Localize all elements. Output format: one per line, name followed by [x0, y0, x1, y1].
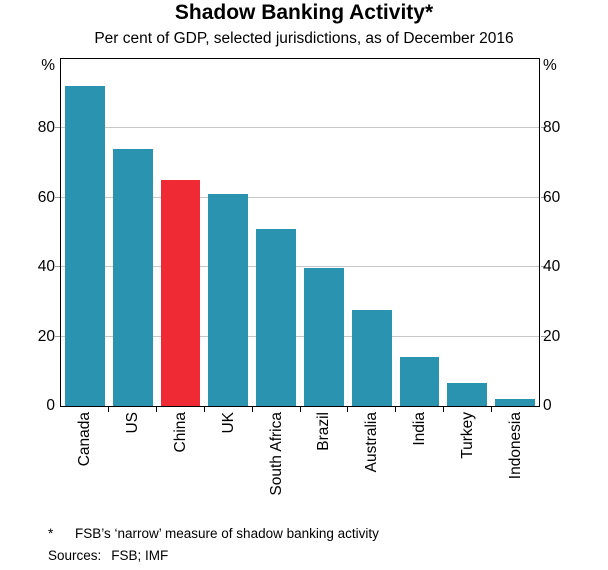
x-axis-tick-3: [203, 407, 205, 412]
x-label-indonesia: Indonesia: [506, 412, 524, 480]
x-axis-tick-7: [395, 407, 397, 412]
x-label-india: India: [411, 412, 428, 446]
gridline-20: [61, 335, 539, 337]
footnote-text: FSB’s ‘narrow’ measure of shadow banking…: [75, 526, 379, 541]
right-axis-tick-60: [540, 196, 546, 198]
x-label-us: US: [124, 412, 142, 434]
bar-uk: [208, 193, 249, 406]
bar-indonesia: [495, 398, 535, 406]
y-tick-label-right-0: 0: [543, 397, 552, 414]
y-tick-label-right-40: 40: [543, 258, 561, 276]
sources-label: Sources:: [48, 548, 102, 563]
y-tick-label-right-60: 60: [543, 188, 561, 206]
x-label-south-africa: South Africa: [267, 412, 285, 496]
x-label-canada: Canada: [76, 412, 94, 467]
y-tick-label-left-60: 60: [37, 188, 55, 206]
bar-india: [399, 356, 440, 406]
left-axis-tick-80: [54, 127, 60, 129]
right-axis-tick-20: [540, 335, 546, 337]
right-axis-tick-80: [540, 127, 546, 129]
y-tick-label-left-0: 0: [46, 397, 55, 414]
plot-area: [54, 57, 546, 412]
x-axis-tick-2: [156, 407, 158, 412]
bar-south-africa: [256, 228, 296, 406]
y-tick-label-right-80: 80: [543, 119, 561, 137]
sources-line: Sources: FSB; IMF: [48, 548, 168, 563]
y-tick-label-left-20: 20: [37, 327, 55, 345]
footnote: * FSB’s ‘narrow’ measure of shadow bankin…: [48, 526, 379, 541]
left-axis-tick-60: [54, 196, 60, 198]
x-axis-tick-5: [299, 407, 301, 412]
x-label-turkey: Turkey: [458, 412, 476, 459]
x-axis-tick-6: [347, 407, 349, 412]
y-tick-label-right-20: 20: [543, 327, 561, 345]
left-axis-tick-20: [54, 335, 60, 337]
x-label-brazil: Brazil: [315, 412, 333, 451]
y-tick-label-left-40: 40: [37, 258, 55, 276]
bar-brazil: [304, 268, 344, 406]
bar-turkey: [447, 382, 488, 406]
chart-title: Shadow Banking Activity*: [174, 1, 434, 24]
y-axis-unit-left: %: [41, 57, 55, 74]
bar-australia: [351, 310, 392, 406]
gridline-40: [61, 266, 539, 268]
bar-china: [160, 179, 201, 406]
x-label-china: China: [172, 412, 189, 453]
bar-us: [112, 148, 153, 406]
x-axis-tick-4: [251, 407, 253, 412]
x-axis-tick-9: [490, 407, 492, 412]
bar-canada: [65, 86, 105, 406]
left-axis-tick-40: [54, 266, 60, 268]
right-axis-tick-40: [540, 266, 546, 268]
gridline-60: [61, 196, 539, 198]
x-label-uk: UK: [219, 412, 237, 434]
y-axis-unit-right: %: [543, 57, 557, 74]
x-label-australia: Australia: [363, 412, 381, 473]
footnote-marker: *: [48, 526, 54, 541]
y-tick-label-left-80: 80: [37, 119, 55, 137]
chart-subtitle: Per cent of GDP, selected jurisdictions,…: [94, 30, 514, 47]
sources-value: FSB; IMF: [111, 548, 169, 563]
gridline-80: [61, 127, 539, 129]
x-axis-tick-1: [108, 407, 110, 412]
x-axis-tick-8: [442, 407, 444, 412]
